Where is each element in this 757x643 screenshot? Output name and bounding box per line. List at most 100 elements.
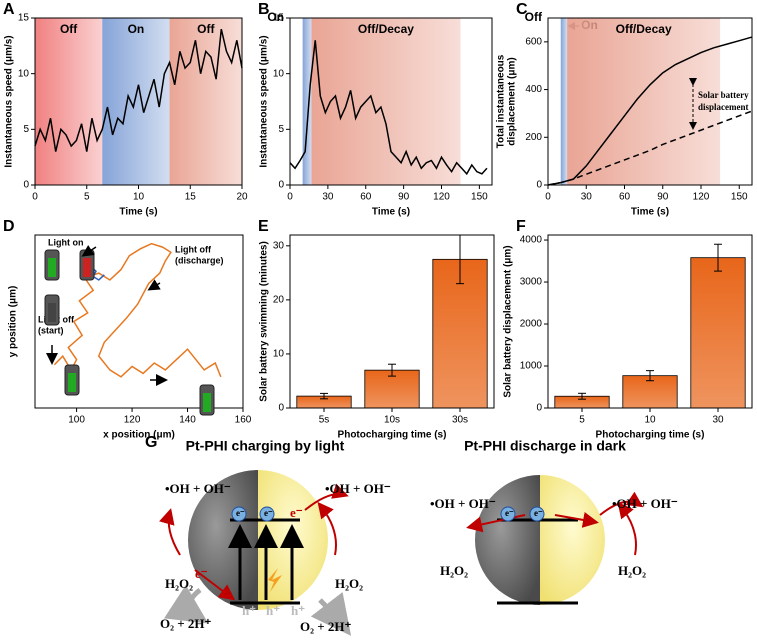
- x-axis-label: x position (μm): [103, 430, 175, 441]
- series-line: [547, 36, 753, 186]
- x-tick-label: 5s: [319, 415, 330, 426]
- x-tick-label: 10s: [384, 415, 400, 426]
- region: [311, 18, 461, 185]
- diagram-title: Pt-PHI discharge in dark: [464, 438, 626, 454]
- panel-letter: C: [516, 1, 528, 18]
- panel-letter: A: [3, 1, 15, 18]
- annotation: (start): [38, 325, 64, 335]
- error-bar: [646, 370, 654, 382]
- x-tick-label: 5: [84, 192, 90, 203]
- x-tick-label: 30: [581, 192, 593, 203]
- y-tick-label: 20: [273, 295, 285, 306]
- diagram-label: h⁺: [291, 603, 305, 618]
- region-label: Off: [60, 22, 78, 36]
- diagram-shapes: [159, 470, 644, 636]
- x-tick-label: 10: [133, 192, 145, 203]
- y-tick-label: 5: [23, 124, 29, 135]
- diagram-label: e⁻: [195, 566, 208, 581]
- y-tick-label: 4000: [520, 235, 543, 246]
- error-bar: [320, 392, 328, 400]
- panel-letter: G: [145, 434, 157, 451]
- panel: COffOnOff/Decay02004006000306090120150Ti…: [496, 1, 753, 218]
- x-tick-label: 60: [360, 192, 372, 203]
- battery-charge: [83, 258, 91, 277]
- x-tick-label: 5: [579, 415, 585, 426]
- x-axis-label: Time (s): [631, 207, 669, 218]
- x-axis-label: Photocharging time (s): [338, 430, 447, 441]
- region-label: Off/Decay: [358, 22, 414, 36]
- y-tick-label: 0: [23, 180, 29, 191]
- battery-charge: [203, 393, 211, 412]
- y-tick-label: 400: [525, 84, 542, 95]
- y-tick-label: 0: [536, 180, 542, 191]
- y-tick-label: 2000: [520, 319, 543, 330]
- plot-frame: [289, 17, 493, 186]
- x-tick-label: 140: [179, 415, 196, 426]
- region-label: Off/Decay: [616, 22, 672, 36]
- panel-letter: E: [258, 218, 269, 235]
- error-bar: [714, 243, 722, 272]
- y-tick-label: 0: [278, 403, 284, 414]
- diagram-label: H₂O₂: [618, 563, 646, 578]
- x-tick-label: 0: [32, 192, 38, 203]
- diagram-label: H₂O₂: [335, 576, 363, 591]
- diagram-label: O₂ + 2H⁺: [160, 616, 212, 631]
- x-tick-label: 30s: [452, 415, 468, 426]
- x-tick-label: 0: [287, 192, 293, 203]
- y-axis-label: Instantaneous speed (μm/s): [259, 35, 270, 167]
- diagram-label: •OH + OH⁻: [165, 481, 231, 496]
- x-axis-label: Time (s): [372, 207, 410, 218]
- region-label: On: [267, 10, 284, 24]
- annotation: Light off: [175, 244, 212, 254]
- annotation: displacement: [698, 102, 749, 112]
- diagram-label: h⁺: [242, 603, 256, 618]
- panel: D 100 120 140 160 x position (μm) y position (…: [3, 218, 252, 440]
- region: [560, 18, 568, 185]
- battery-charge: [68, 373, 76, 392]
- series-line: [53, 242, 222, 378]
- x-tick-label: 90: [657, 192, 669, 203]
- x-axis-label: Photocharging time (s): [596, 430, 705, 441]
- diagram-label: O₂ + 2H⁺: [300, 619, 352, 634]
- diagram-label: e⁻: [264, 508, 273, 518]
- y-tick-label: 10: [18, 68, 30, 79]
- y-axis-label: y position (μm): [8, 286, 19, 358]
- y-tick-label: 600: [525, 36, 542, 47]
- x-tick-label: 20: [236, 192, 248, 203]
- x-tick-label: 60: [619, 192, 631, 203]
- annotation: Light on: [48, 237, 84, 247]
- arrow: [81, 245, 97, 257]
- battery-charge: [48, 258, 56, 277]
- panel: F 0 1000 2000 3000 4000 5 10 30 Photocharging tim…: [503, 218, 753, 441]
- panel-letter: D: [3, 218, 15, 235]
- diagram-label: e⁻: [290, 505, 303, 520]
- y-axis-label: Solar battery displacement (μm): [503, 245, 514, 397]
- x-tick-label: 0: [545, 192, 551, 203]
- y-axis-label: displacement (μm): [507, 57, 518, 145]
- y-axis-label: Total instantaneous: [496, 54, 507, 148]
- x-tick-label: 30: [322, 192, 334, 203]
- plot-frame: [34, 17, 243, 186]
- region: [169, 18, 242, 185]
- annotation: Solar battery: [698, 90, 749, 100]
- electron-bubble: [231, 506, 247, 522]
- diagram-label: H₂O₂: [440, 563, 468, 578]
- y-axis-label: Instantaneous speed (μm/s): [4, 35, 15, 167]
- panel: A Off On Off 0 5 10 15 0 5 10 15 20 Time (s) Instantan…: [3, 1, 248, 217]
- panel: E 0 10 20 30 5s 10s 30s Photocharging time (s) So…: [258, 218, 495, 441]
- plot-frame: [547, 17, 753, 186]
- diagram-label: •OH + OH⁻: [430, 496, 496, 511]
- error-bar: [578, 392, 586, 400]
- battery-charge: [48, 303, 56, 322]
- x-tick-label: 160: [235, 415, 252, 426]
- y-tick-label: 0: [536, 403, 542, 414]
- arrow: [147, 279, 161, 291]
- y-axis-label: Solar battery swimming (minutes): [259, 241, 270, 402]
- y-tick-label: 30: [273, 240, 285, 251]
- x-tick-label: 150: [471, 192, 488, 203]
- x-tick-label: 120: [433, 192, 450, 203]
- series-line: [289, 40, 488, 176]
- x-tick-label: 10: [644, 415, 656, 426]
- diagram-title: Pt-PHI charging by light: [186, 438, 345, 454]
